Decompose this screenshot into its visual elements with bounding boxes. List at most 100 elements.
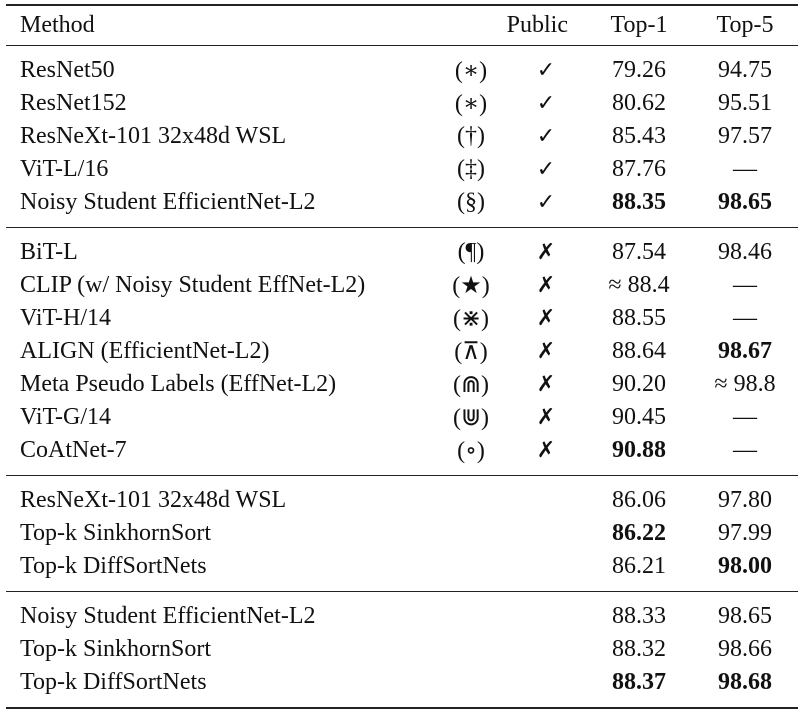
public-cell: ✓ xyxy=(536,58,556,83)
top1-cell: 90.45 xyxy=(612,404,666,430)
method-cell: BiT-L xyxy=(20,239,78,265)
public-cell: ✗ xyxy=(536,273,556,298)
public-cell xyxy=(506,633,586,666)
table-row: Meta Pseudo Labels (EffNet-L2) (⋒) ✗ 90.20 ≈… xyxy=(6,368,798,401)
symbol-cell: (∗) xyxy=(454,58,488,84)
symbol-cell: (§) xyxy=(457,189,485,215)
method-cell: Meta Pseudo Labels (EffNet-L2) xyxy=(20,371,337,397)
symbol-cell: (∗) xyxy=(454,91,488,117)
top5-cell: — xyxy=(733,437,757,463)
top5-cell: 98.65 xyxy=(718,603,772,629)
top1-cell: 86.06 xyxy=(612,487,666,513)
top5-cell: ≈ 98.8 xyxy=(714,371,776,397)
public-cell: ✓ xyxy=(536,157,556,182)
method-cell: ResNeXt-101 32x48d WSL xyxy=(20,123,287,149)
top1-cell: 88.33 xyxy=(612,603,666,629)
method-cell: ResNet50 xyxy=(20,57,115,83)
top5-cell: — xyxy=(733,305,757,331)
row-group: BiT-L (¶) ✗ 87.54 98.46 CLIP (w/ Noisy Studen… xyxy=(6,228,798,476)
public-cell: ✗ xyxy=(536,438,556,463)
symbol-cell xyxy=(436,550,506,592)
header-row: Method Public Top-1 Top-5 xyxy=(6,5,798,46)
top5-cell: 97.80 xyxy=(718,487,772,513)
symbol-cell: (¶) xyxy=(457,239,485,265)
table-row: ALIGN (EfficientNet-L2) (⊼) ✗ 88.64 98.67 xyxy=(6,335,798,368)
top5-cell: 98.65 xyxy=(718,189,772,215)
public-cell xyxy=(506,550,586,592)
top1-cell: 86.22 xyxy=(612,520,666,546)
table-header: Method Public Top-1 Top-5 xyxy=(6,5,798,46)
table-row: ResNeXt-101 32x48d WSL (†) ✓ 85.43 97.57 xyxy=(6,120,798,153)
top1-cell: 80.62 xyxy=(612,90,666,116)
method-cell: Noisy Student EfficientNet-L2 xyxy=(20,189,316,215)
method-cell: ResNeXt-101 32x48d WSL xyxy=(20,487,287,513)
symbol-cell: (⋇) xyxy=(452,306,490,332)
header-cell: Top-1 xyxy=(610,12,668,38)
top5-cell: 94.75 xyxy=(718,57,772,83)
table-row: ViT-L/16 (‡) ✓ 87.76 — xyxy=(6,153,798,186)
table-row: ViT-H/14 (⋇) ✗ 88.55 — xyxy=(6,302,798,335)
top1-cell: 87.54 xyxy=(612,239,666,265)
top5-cell: — xyxy=(733,404,757,430)
table-row: Top-k SinkhornSort 86.22 97.99 xyxy=(6,517,798,550)
row-group: ResNet50 (∗) ✓ 79.26 94.75 ResNet152 (∗) ✓ 80.62… xyxy=(6,46,798,228)
top5-cell: 97.99 xyxy=(718,520,772,546)
public-cell xyxy=(506,476,586,518)
top1-cell: 88.32 xyxy=(612,636,666,662)
table-row: CoAtNet-7 (∘) ✗ 90.88 — xyxy=(6,434,798,476)
header-cell: Public xyxy=(506,12,568,38)
top1-cell: 86.21 xyxy=(612,553,666,579)
top5-cell: 95.51 xyxy=(718,90,772,116)
method-cell: Top-k SinkhornSort xyxy=(20,520,211,546)
table-row: ResNet50 (∗) ✓ 79.26 94.75 xyxy=(6,46,798,88)
public-cell: ✗ xyxy=(536,372,556,397)
method-cell: ViT-L/16 xyxy=(20,156,109,182)
table-row: ViT-G/14 (⋓) ✗ 90.45 — xyxy=(6,401,798,434)
symbol-cell: (★) xyxy=(452,273,490,299)
row-group: Noisy Student EfficientNet-L2 88.33 98.65 T… xyxy=(6,592,798,708)
method-cell: CoAtNet-7 xyxy=(20,437,127,463)
symbol-cell xyxy=(436,517,506,550)
table-row: Noisy Student EfficientNet-L2 88.33 98.65 xyxy=(6,592,798,634)
top5-cell: 98.68 xyxy=(718,669,772,695)
table-row: Top-k DiffSortNets 86.21 98.00 xyxy=(6,550,798,592)
method-cell: ViT-G/14 xyxy=(20,404,112,430)
top1-cell: 90.20 xyxy=(612,371,666,397)
top5-cell: 98.67 xyxy=(718,338,772,364)
method-cell: Top-k DiffSortNets xyxy=(20,553,207,579)
public-cell: ✓ xyxy=(536,124,556,149)
symbol-cell: (∘) xyxy=(457,438,485,464)
public-cell: ✗ xyxy=(536,306,556,331)
symbol-cell: (‡) xyxy=(457,156,485,182)
top5-cell: 97.57 xyxy=(718,123,772,149)
top5-cell: 98.00 xyxy=(718,553,772,579)
top1-cell: 85.43 xyxy=(612,123,666,149)
results-table: Method Public Top-1 Top-5 ResNet50 (∗) ✓ 79… xyxy=(6,4,798,709)
top1-cell: 79.26 xyxy=(612,57,666,83)
method-cell: CLIP (w/ Noisy Student EffNet-L2) xyxy=(20,272,366,298)
top1-cell: 90.88 xyxy=(612,437,666,463)
method-cell: Top-k SinkhornSort xyxy=(20,636,211,662)
header-cell: Top-5 xyxy=(716,12,774,38)
method-cell: Noisy Student EfficientNet-L2 xyxy=(20,603,316,629)
public-cell xyxy=(506,592,586,634)
symbol-cell xyxy=(436,592,506,634)
public-cell: ✗ xyxy=(536,405,556,430)
header-cell: Method xyxy=(20,12,95,38)
method-cell: Top-k DiffSortNets xyxy=(20,669,207,695)
top5-cell: 98.66 xyxy=(718,636,772,662)
table-row: ResNet152 (∗) ✓ 80.62 95.51 xyxy=(6,87,798,120)
symbol-cell: (⋒) xyxy=(452,372,490,398)
symbol-cell xyxy=(436,666,506,708)
symbol-cell: (†) xyxy=(457,123,485,149)
symbol-cell: (⋓) xyxy=(452,405,490,431)
table-row: CLIP (w/ Noisy Student EffNet-L2) (★) ✗ ≈ 8… xyxy=(6,269,798,302)
public-cell: ✓ xyxy=(536,91,556,116)
table-row: BiT-L (¶) ✗ 87.54 98.46 xyxy=(6,228,798,270)
top1-cell: 88.55 xyxy=(612,305,666,331)
top1-cell: 88.64 xyxy=(612,338,666,364)
row-group: ResNeXt-101 32x48d WSL 86.06 97.80 Top-k Si… xyxy=(6,476,798,592)
method-cell: ResNet152 xyxy=(20,90,127,116)
top5-cell: 98.46 xyxy=(718,239,772,265)
